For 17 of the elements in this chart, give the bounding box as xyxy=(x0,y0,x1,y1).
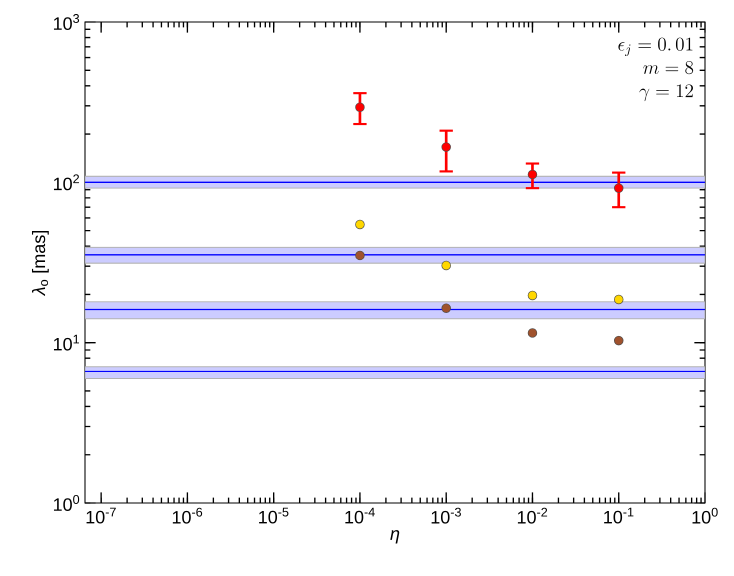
y-tick-label: 10$^{2}$ xyxy=(54,174,79,190)
x-tick-label: 10$^{-7}$ xyxy=(86,508,116,524)
annotation: $m = 8$ xyxy=(643,60,694,74)
annotation: $\epsilon_j = 0.\,01$ xyxy=(618,38,692,56)
x-tick-label: 10$^{-2}$ xyxy=(518,508,548,524)
x-tick-label: 10$^{0}$ xyxy=(692,508,718,524)
y-tick-label: 10$^{0}$ xyxy=(54,495,80,511)
x-tick-label: 10$^{-4}$ xyxy=(345,508,375,524)
annotation: $\gamma = 12$ xyxy=(639,84,693,102)
y-tick-label: 10$^{1}$ xyxy=(54,334,80,351)
x-tick-label: 10$^{-5}$ xyxy=(259,508,288,524)
x-tick-label: 10$^{-1}$ xyxy=(604,508,634,524)
y-tick-label: 10$^{3}$ xyxy=(54,14,80,30)
x-tick-label: 10$^{-6}$ xyxy=(172,508,202,524)
y-axis-title: λ$_{o}$ [mas] xyxy=(32,231,49,296)
x-tick-label: 10$^{-3}$ xyxy=(432,508,461,524)
x-axis-title: η xyxy=(390,530,400,544)
